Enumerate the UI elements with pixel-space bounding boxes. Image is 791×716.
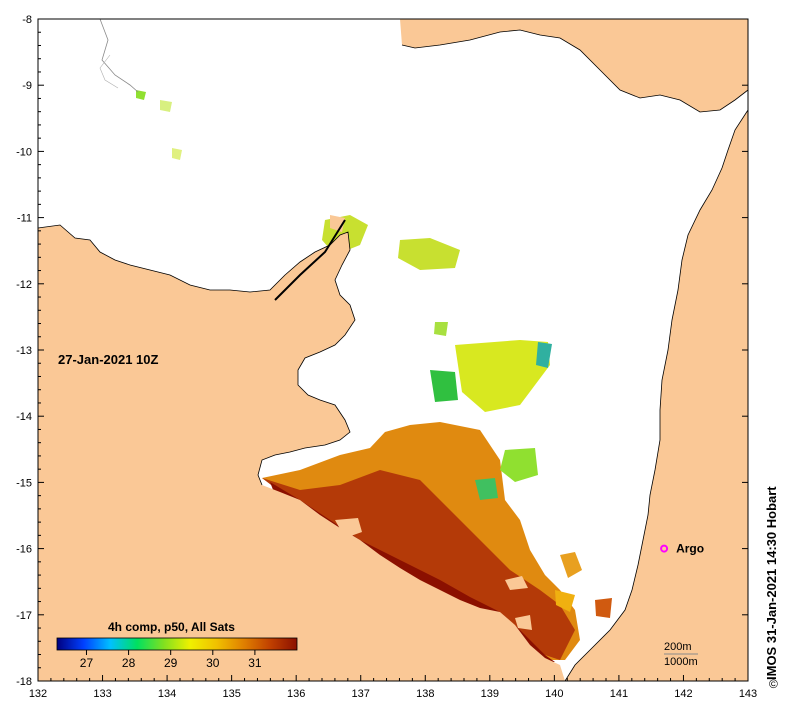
legend-title: 4h comp, p50, All Sats: [108, 620, 235, 634]
coastline: [37, 224, 356, 486]
color-legend: 4h comp, p50, All Sats 27 28 29 30 31: [56, 620, 298, 670]
png-coastline: [401, 29, 749, 113]
y-tick-label: -8: [22, 14, 32, 26]
x-tick-label: 139: [481, 688, 499, 700]
y-tick-label: -17: [16, 610, 32, 622]
legend-tick-label: 27: [80, 656, 94, 670]
isobath-key: 200m 1000m: [664, 641, 698, 668]
x-tick-label: 135: [222, 688, 240, 700]
y-tick-label: -15: [16, 477, 32, 489]
y-tick-label: -13: [16, 345, 32, 357]
y-tick-label: -14: [16, 411, 32, 423]
isobath-label-1000m: 1000m: [664, 656, 698, 668]
isobath-1000m: [99, 54, 119, 89]
x-axis: 132 133 134 135 136 137 138 139 140 141 142 143: [29, 675, 757, 700]
x-tick-label: 132: [29, 688, 47, 700]
y-tick-label: -12: [16, 279, 32, 291]
legend-tick-label: 30: [206, 656, 220, 670]
small-island: [515, 615, 532, 630]
x-tick-label: 134: [158, 688, 176, 700]
y-tick-label: -11: [17, 213, 32, 225]
legend-tick-label: 28: [122, 656, 136, 670]
y-tick-label: -16: [16, 544, 32, 556]
y-tick-label: -18: [16, 676, 32, 688]
small-island-2: [505, 576, 528, 590]
y-tick-label: -10: [16, 146, 32, 158]
dark-shoal-line: [274, 219, 346, 301]
copyright-symbol: ©: [769, 677, 778, 691]
cape-york-land: [565, 110, 748, 681]
argo-float-icon: [660, 544, 669, 553]
isobath-label-200m: 200m: [664, 641, 692, 653]
legend-tick-label: 31: [248, 656, 262, 670]
legend-colorbar: [56, 637, 298, 651]
x-tick-label: 141: [610, 688, 628, 700]
x-tick-label: 142: [674, 688, 692, 700]
y-tick-label: -9: [22, 80, 32, 92]
arnhem-land: [38, 225, 565, 681]
cape-york-coastline: [564, 109, 749, 682]
argo-label: Argo: [676, 542, 704, 556]
isobath-200m: [99, 18, 139, 93]
x-tick-label: 143: [739, 688, 757, 700]
timestamp-label: 27-Jan-2021 10Z: [58, 352, 159, 367]
x-tick-label: 133: [93, 688, 111, 700]
x-tick-label: 140: [545, 688, 563, 700]
legend-ticks: 27 28 29 30 31: [80, 650, 262, 670]
x-tick-label: 136: [287, 688, 305, 700]
legend-tick-label: 29: [164, 656, 178, 670]
credit-container: IMOS 31-Jan-2021 14:30 Hobart: [762, 340, 782, 690]
mornington-island: [335, 518, 362, 538]
x-tick-label: 138: [416, 688, 434, 700]
new-guinea-land: [400, 19, 748, 112]
argo-marker: Argo: [660, 542, 704, 556]
credit-text: IMOS 31-Jan-2021 14:30 Hobart: [764, 486, 779, 680]
x-tick-label: 137: [352, 688, 370, 700]
y-axis: -8 -9 -10 -11 -12 -13 -14 -15 -16 -17 -18: [16, 14, 748, 688]
